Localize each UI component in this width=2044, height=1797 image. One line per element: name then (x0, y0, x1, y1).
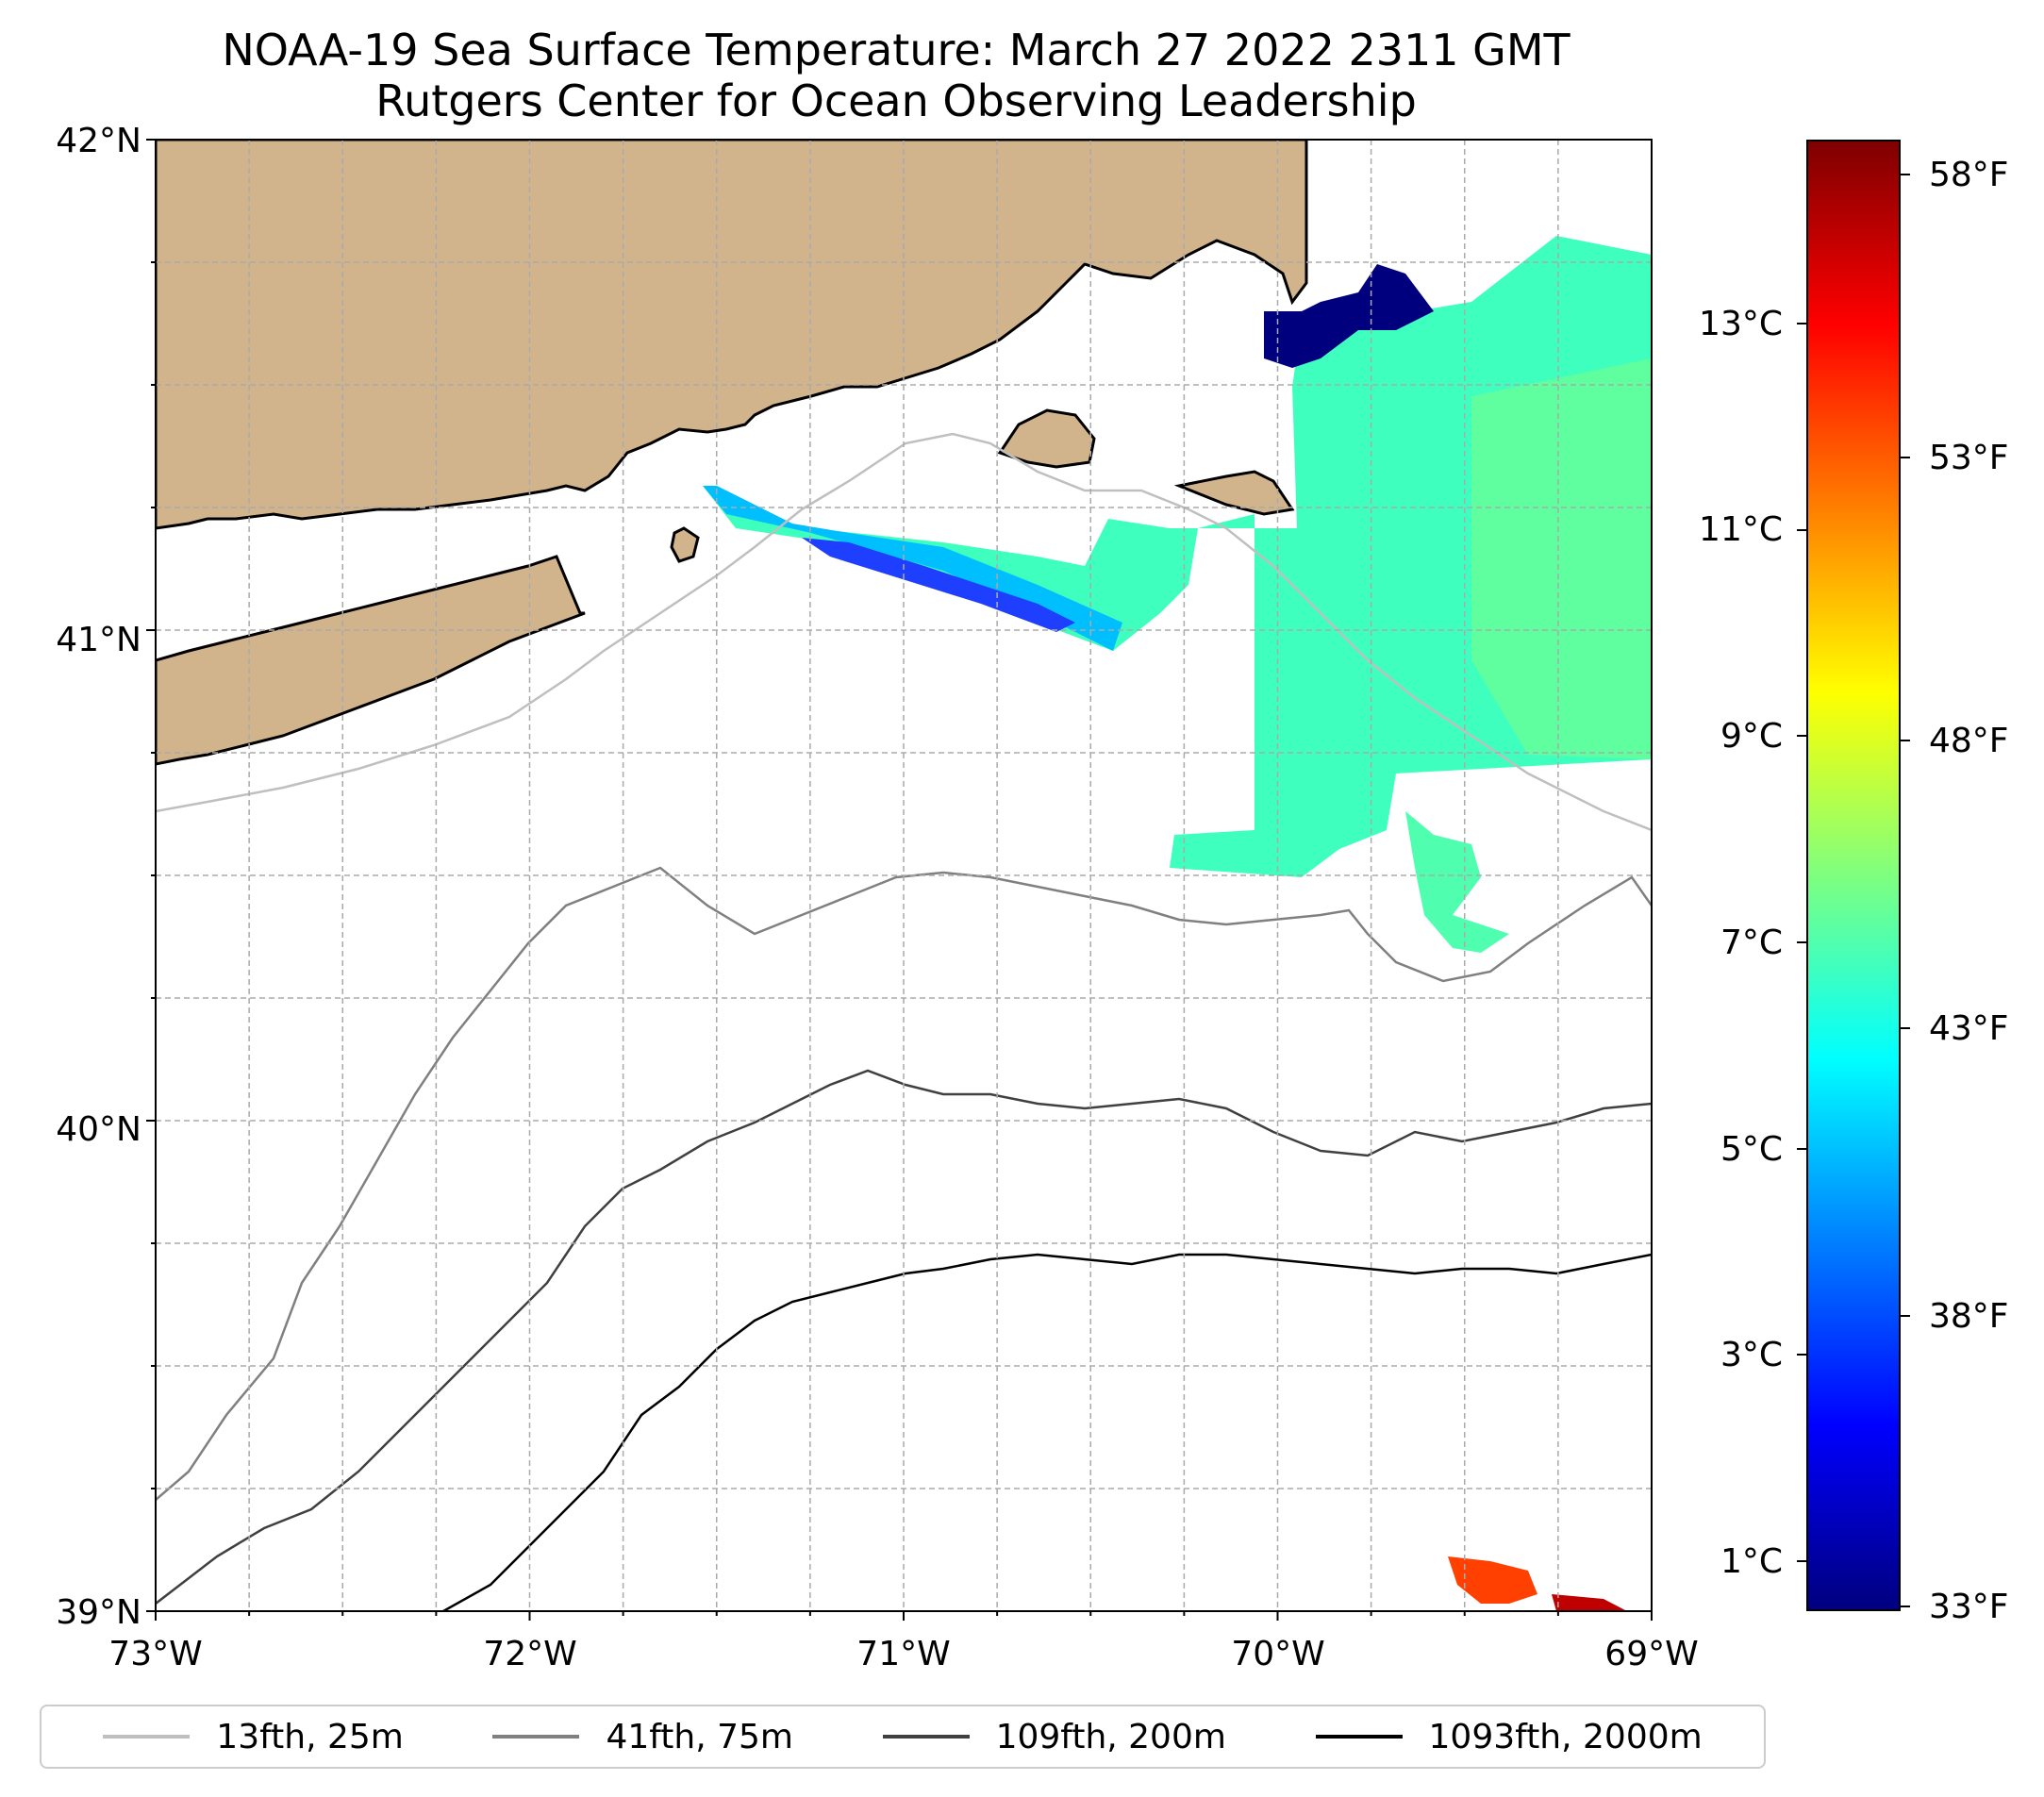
colorbar-fahrenheit-label: 48°F (1929, 722, 2009, 760)
legend-label: 41fth, 75m (606, 1717, 793, 1756)
x-tick-label: 72°W (483, 1635, 576, 1673)
colorbar-celsius-label: 9°C (1720, 717, 1783, 756)
legend-item-200m: 109fth, 200m (882, 1717, 1226, 1756)
sst-cold-patch-northeast (1264, 264, 1434, 368)
sst-patch-south-lobe (1405, 811, 1509, 953)
sst-warm-patch (1448, 1556, 1537, 1604)
colorbar-fahrenheit-label: 43°F (1929, 1009, 2009, 1048)
colorbar-fahrenheit-label: 33°F (1929, 1588, 2009, 1626)
colorbar-celsius-label: 3°C (1720, 1336, 1783, 1374)
isobath-75m (156, 866, 1652, 1501)
colorbar-celsius-label: 5°C (1720, 1130, 1783, 1169)
legend-label: 109fth, 200m (995, 1717, 1226, 1756)
colorbar-celsius-label: 7°C (1720, 923, 1783, 962)
gridlines (156, 140, 1652, 1611)
isobath-200m (156, 1069, 1652, 1605)
isobath-legend: 13fth, 25m 41fth, 75m 109fth, 200m 1093f… (40, 1705, 1766, 1769)
axis-ticks (146, 139, 1653, 1621)
land-new-england (156, 140, 1308, 530)
land (156, 140, 1308, 766)
isobath-25m (156, 432, 1652, 832)
sst-cold-band (703, 486, 1122, 651)
legend-swatch (103, 1735, 191, 1739)
colorbar-celsius-label: 1°C (1720, 1542, 1783, 1581)
colorbar-fahrenheit-label: 58°F (1929, 156, 2009, 194)
sst-patch-east (1471, 358, 1652, 759)
isobath-2000m (442, 1253, 1652, 1611)
sst-patch-southern-new-england (703, 236, 1652, 877)
legend-label: 13fth, 25m (216, 1717, 404, 1756)
legend-swatch (882, 1735, 970, 1739)
colorbar-fahrenheit-label: 53°F (1929, 439, 2009, 477)
x-tick-label: 73°W (108, 1635, 202, 1673)
legend-item-2000m: 1093fth, 2000m (1315, 1717, 1703, 1756)
legend-label: 1093fth, 2000m (1428, 1717, 1703, 1756)
colorbar (1806, 140, 1901, 1611)
x-tick-label: 70°W (1231, 1635, 1324, 1673)
colorbar-fahrenheit-label: 38°F (1929, 1297, 2009, 1336)
map-subtitle: Rutgers Center for Ocean Observing Leade… (375, 75, 1417, 126)
x-tick-label: 71°W (856, 1635, 950, 1673)
legend-item-25m: 13fth, 25m (103, 1718, 404, 1756)
y-tick-label: 41°N (56, 621, 141, 659)
colorbar-celsius-label: 13°C (1699, 305, 1783, 343)
sst-cold-streak (802, 538, 1075, 632)
y-tick-label: 40°N (56, 1110, 141, 1149)
y-tick-label: 39°N (56, 1593, 141, 1632)
legend-swatch (492, 1735, 580, 1739)
sst-warm-patch-2 (1552, 1594, 1627, 1611)
land-martha-vineyard (997, 408, 1096, 469)
legend-item-75m: 41fth, 75m (492, 1718, 793, 1756)
colorbar-ticks (1797, 174, 1910, 1607)
map-title: NOAA-19 Sea Surface Temperature: March 2… (222, 25, 1570, 75)
legend-swatch (1315, 1735, 1403, 1739)
land-long-island (156, 555, 586, 766)
colorbar-celsius-label: 11°C (1699, 510, 1783, 549)
land-nantucket (1173, 470, 1295, 516)
land-block-island (670, 526, 700, 563)
x-tick-label: 69°W (1604, 1635, 1698, 1673)
y-tick-label: 42°N (56, 122, 141, 160)
